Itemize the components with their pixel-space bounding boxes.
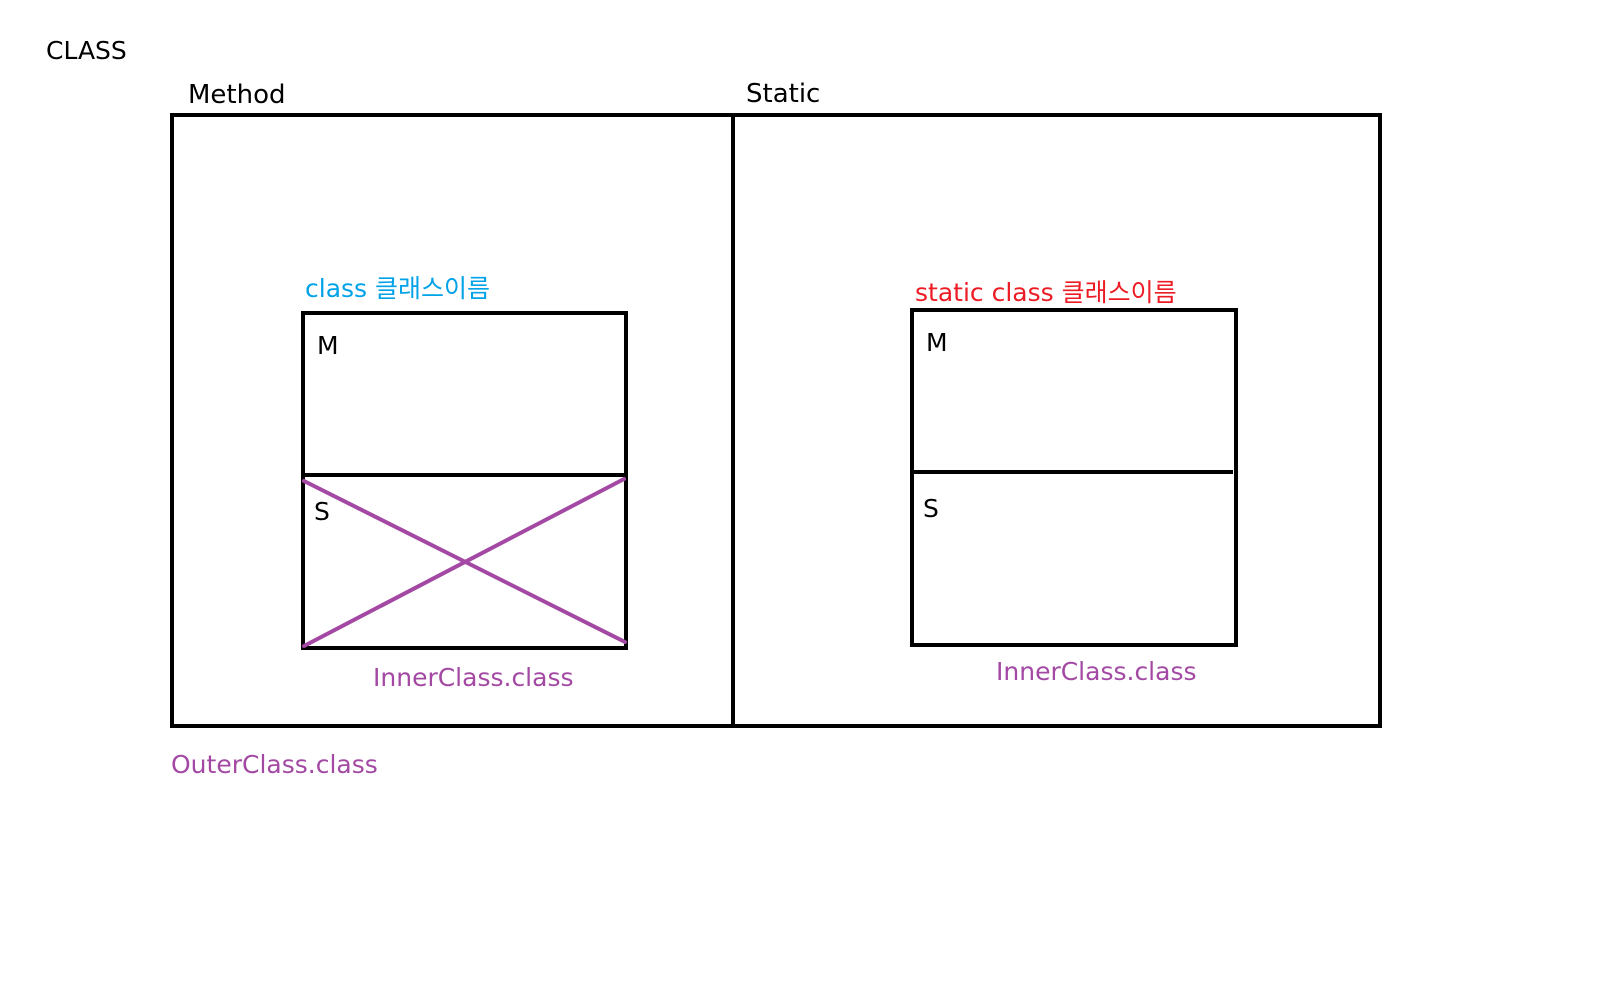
- outer-filename: OuterClass.class: [171, 750, 378, 779]
- static-member-label: M: [926, 328, 948, 357]
- method-inner-declaration: class 클래스이름: [305, 274, 491, 303]
- static-inner-declaration: static class 클래스이름: [915, 278, 1177, 307]
- static-inner-box-divider: [910, 470, 1233, 474]
- static-inner-filename: InnerClass.class: [996, 657, 1197, 686]
- static-section-label: Static: [746, 79, 821, 109]
- method-inner-filename: InnerClass.class: [373, 663, 574, 692]
- method-section-label: Method: [188, 80, 286, 110]
- method-member-label: M: [317, 331, 339, 360]
- section-divider: [731, 113, 735, 728]
- static-inner-class-box: [910, 308, 1238, 647]
- outer-class-box: [170, 113, 1382, 728]
- cross-line-2: [302, 477, 626, 648]
- static-static-label: S: [923, 494, 939, 523]
- diagram-title: CLASS: [46, 36, 127, 65]
- method-static-label: S: [314, 497, 330, 526]
- method-inner-box-divider: [301, 473, 628, 477]
